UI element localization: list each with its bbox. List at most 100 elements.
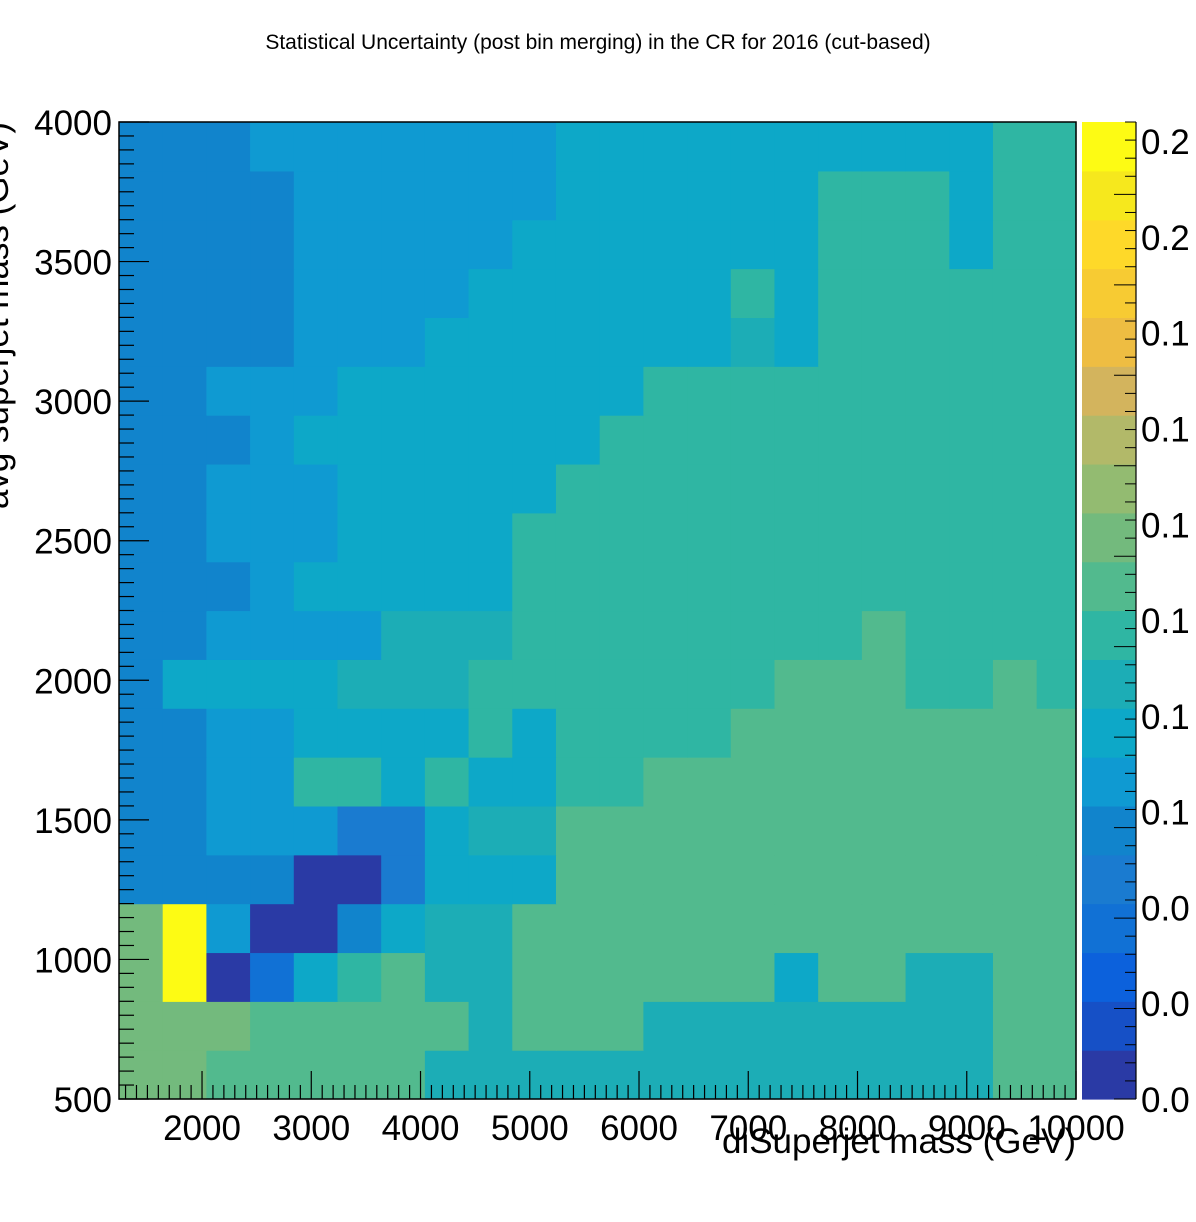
- heatmap-cell: [643, 610, 688, 660]
- heatmap-cell: [992, 463, 1038, 514]
- heatmap-cell: [818, 317, 863, 367]
- heatmap-cell: [905, 219, 950, 270]
- heatmap-cell: [206, 366, 251, 416]
- colorbar-band: [1082, 708, 1136, 758]
- heatmap-cell: [599, 561, 644, 612]
- heatmap-cell: [424, 366, 470, 416]
- heatmap-cell: [687, 659, 732, 709]
- heatmap-cell: [687, 170, 732, 221]
- heatmap-cell: [337, 1001, 382, 1051]
- heatmap-cell: [424, 317, 470, 367]
- x-tick-label: 4000: [382, 1109, 460, 1148]
- heatmap-cell: [555, 903, 601, 954]
- colorbar-tick-label: 0.0: [1141, 985, 1190, 1024]
- heatmap-cell: [206, 1001, 251, 1051]
- heatmap-cell: [643, 366, 688, 416]
- heatmap-cell: [861, 463, 907, 514]
- heatmap-cell: [905, 1050, 950, 1100]
- heatmap-cell: [468, 659, 513, 709]
- heatmap-cell: [861, 561, 907, 612]
- heatmap-cell: [555, 268, 601, 318]
- heatmap-cell: [512, 561, 557, 612]
- heatmap-cell: [250, 561, 295, 612]
- heatmap-cell: [250, 317, 295, 367]
- heatmap-cell: [293, 512, 339, 563]
- heatmap-cell: [512, 1001, 557, 1051]
- y-tick-label: 1000: [34, 941, 112, 980]
- x-tick-label: 3000: [272, 1109, 350, 1148]
- colorbar-tick-label: 0.1: [1141, 506, 1190, 545]
- heatmap-cell: [468, 610, 513, 660]
- heatmap-cell: [206, 610, 251, 660]
- heatmap-cell: [337, 903, 382, 954]
- heatmap-cell: [861, 659, 907, 709]
- heatmap-cell: [818, 219, 863, 270]
- colorbar-band: [1082, 415, 1136, 465]
- heatmap-cell: [468, 952, 513, 1002]
- heatmap-cell: [599, 757, 644, 807]
- heatmap-cell: [949, 757, 994, 807]
- heatmap-cell: [861, 610, 907, 660]
- colorbar-band: [1082, 1050, 1136, 1100]
- heatmap-cell: [119, 708, 164, 758]
- heatmap-cell: [992, 659, 1038, 709]
- heatmap-cell: [774, 903, 819, 954]
- heatmap-cell: [861, 366, 907, 416]
- heatmap-cell: [512, 122, 557, 172]
- heatmap-cell: [381, 463, 426, 514]
- heatmap-cell: [730, 708, 776, 758]
- heatmap-cell: [774, 659, 819, 709]
- heatmap-cell: [293, 561, 339, 612]
- heatmap-cell: [774, 610, 819, 660]
- heatmap-cell: [905, 122, 950, 172]
- colorbar-tick-label: 0.0: [1141, 889, 1190, 928]
- heatmap-cell: [861, 317, 907, 367]
- heatmap-cell: [555, 219, 601, 270]
- heatmap-cell: [337, 512, 382, 563]
- heatmap-cell: [337, 366, 382, 416]
- heatmap-cell: [250, 512, 295, 563]
- heatmap-cell: [599, 317, 644, 367]
- heatmap-cell: [162, 268, 207, 318]
- heatmap-cell: [468, 219, 513, 270]
- heatmap-cell: [555, 1001, 601, 1051]
- chart-title: Statistical Uncertainty (post bin mergin…: [265, 31, 930, 54]
- heatmap-cell: [643, 1050, 688, 1100]
- heatmap-cell: [905, 952, 950, 1002]
- heatmap-cell: [643, 219, 688, 270]
- heatmap-cell: [818, 415, 863, 465]
- colorbar-band: [1082, 512, 1136, 563]
- heatmap-cell: [293, 854, 339, 905]
- heatmap-cell: [555, 561, 601, 612]
- heatmap-cell: [774, 415, 819, 465]
- heatmap-cell: [162, 366, 207, 416]
- heatmap-cell: [424, 561, 470, 612]
- heatmap-cell: [643, 122, 688, 172]
- heatmap-cell: [206, 561, 251, 612]
- heatmap-cell: [905, 561, 950, 612]
- heatmap-cell: [162, 610, 207, 660]
- heatmap-cell: [119, 463, 164, 514]
- heatmap-cell: [687, 757, 732, 807]
- heatmap-cell: [381, 1050, 426, 1100]
- heatmap-cell: [861, 268, 907, 318]
- heatmap-cell: [512, 805, 557, 856]
- heatmap-cell: [643, 952, 688, 1002]
- heatmap-cell: [119, 659, 164, 709]
- heatmap-cell: [119, 170, 164, 221]
- x-tick-label: 7000: [709, 1109, 787, 1148]
- heatmap-cell: [861, 708, 907, 758]
- heatmap-cell: [861, 952, 907, 1002]
- heatmap-cell: [687, 1050, 732, 1100]
- heatmap-cell: [337, 463, 382, 514]
- color-bar: 0.0 0.0 0.0 0.1 0.1 0.1 0.1 0.1 0.1 0.2 0.2: [1082, 121, 1190, 1120]
- heatmap-cell: [555, 415, 601, 465]
- heatmap-cell: [119, 757, 164, 807]
- heatmap-cell: [949, 122, 994, 172]
- heatmap-cell: [992, 952, 1038, 1002]
- colorbar-band: [1082, 317, 1136, 367]
- heatmap-cell: [337, 708, 382, 758]
- heatmap-cell: [949, 952, 994, 1002]
- y-axis-label: avg superjet mass (GeV): [0, 122, 16, 509]
- heatmap-cell: [555, 122, 601, 172]
